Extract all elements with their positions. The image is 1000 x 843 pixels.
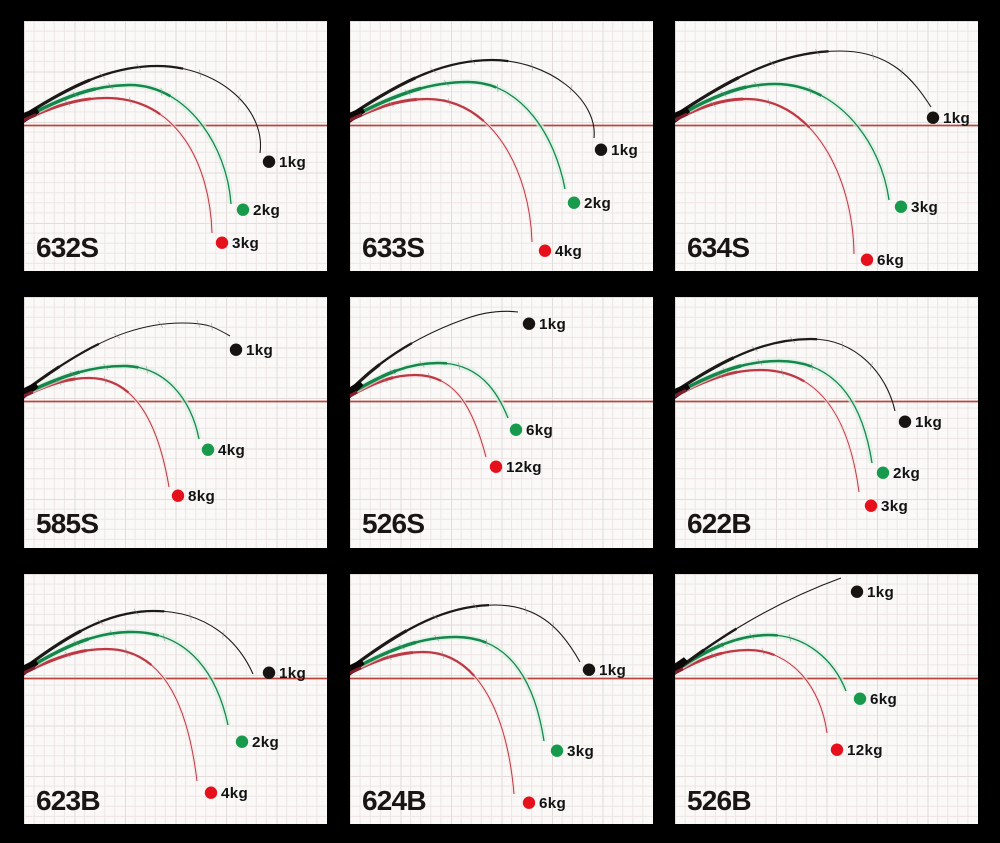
svg-text:1kg: 1kg <box>611 142 638 159</box>
svg-text:2kg: 2kg <box>584 195 611 212</box>
svg-text:6kg: 6kg <box>870 691 897 708</box>
svg-text:623B: 623B <box>36 785 100 816</box>
svg-text:1kg: 1kg <box>943 110 970 127</box>
svg-text:2kg: 2kg <box>252 734 279 751</box>
svg-text:632S: 632S <box>36 232 98 263</box>
svg-text:12kg: 12kg <box>506 459 542 476</box>
svg-text:4kg: 4kg <box>221 785 248 802</box>
svg-text:585S: 585S <box>36 508 98 539</box>
svg-text:6kg: 6kg <box>539 795 566 812</box>
svg-text:1kg: 1kg <box>867 584 894 601</box>
svg-text:3kg: 3kg <box>911 199 938 216</box>
svg-text:2kg: 2kg <box>253 202 280 219</box>
svg-text:4kg: 4kg <box>555 243 582 260</box>
svg-text:12kg: 12kg <box>847 742 883 759</box>
svg-text:6kg: 6kg <box>526 422 553 439</box>
svg-text:622B: 622B <box>687 508 751 539</box>
svg-text:526B: 526B <box>687 785 751 816</box>
svg-text:624B: 624B <box>362 785 426 816</box>
svg-text:1kg: 1kg <box>539 316 566 333</box>
svg-text:1kg: 1kg <box>599 662 626 679</box>
svg-text:3kg: 3kg <box>232 235 259 252</box>
svg-text:2kg: 2kg <box>893 465 920 482</box>
svg-text:634S: 634S <box>687 232 749 263</box>
svg-text:3kg: 3kg <box>881 498 908 515</box>
svg-text:526S: 526S <box>362 508 424 539</box>
svg-text:6kg: 6kg <box>877 252 904 269</box>
svg-text:633S: 633S <box>362 232 424 263</box>
svg-text:3kg: 3kg <box>567 743 594 760</box>
svg-text:1kg: 1kg <box>246 342 273 359</box>
svg-text:8kg: 8kg <box>188 488 215 505</box>
svg-text:4kg: 4kg <box>218 442 245 459</box>
svg-text:1kg: 1kg <box>915 414 942 431</box>
svg-text:1kg: 1kg <box>279 154 306 171</box>
svg-text:1kg: 1kg <box>279 665 306 682</box>
